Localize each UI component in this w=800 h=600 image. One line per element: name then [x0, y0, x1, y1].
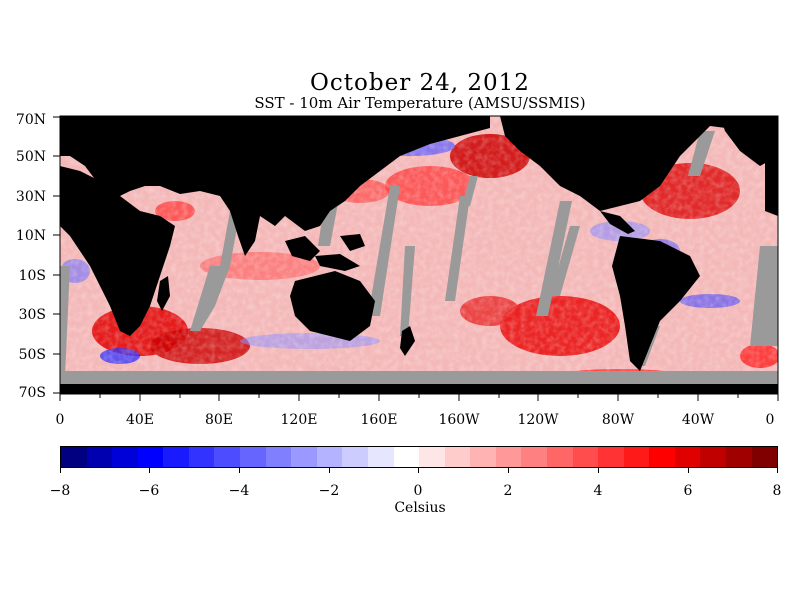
central-america [600, 211, 635, 234]
colorbar-segment [674, 447, 701, 467]
lat-label: 70S [18, 385, 46, 401]
colorbar-tick-label: −2 [318, 483, 340, 499]
lat-label: 10S [18, 268, 46, 284]
colorbar-segment [521, 447, 547, 467]
new-zealand [400, 326, 415, 356]
lon-label: 120E [280, 412, 318, 428]
lat-label: 30S [18, 307, 46, 323]
colorbar-segment [240, 447, 266, 467]
colorbar-segment [444, 447, 471, 467]
colorbar-tick-label: −8 [49, 483, 71, 499]
india [230, 211, 260, 256]
europe-wrap [765, 154, 778, 216]
lon-label: 160E [360, 412, 398, 428]
lon-label: 0 [55, 412, 65, 428]
south-america [612, 236, 700, 371]
colorbar-tick-label: −4 [228, 483, 250, 499]
lat-label: 70N [15, 112, 46, 128]
colorbar-tick-label: 0 [413, 483, 423, 499]
north-america [500, 116, 778, 211]
colorbar-segment [393, 447, 420, 467]
lon-label: 80W [601, 412, 635, 428]
map-subtitle: SST - 10m Air Temperature (AMSU/SSMIS) [254, 94, 586, 112]
se-asia-islands [285, 234, 365, 271]
colorbar-segment [112, 447, 138, 467]
colorbar-tick-label: −6 [138, 483, 160, 499]
map-svg [60, 116, 778, 394]
colorbar-segment [495, 447, 522, 467]
colorbar-units: Celsius [394, 500, 446, 516]
map-title: October 24, 2012 [310, 70, 530, 96]
colorbar-segment [137, 447, 164, 467]
japan [340, 171, 355, 196]
lon-label: 40W [681, 412, 715, 428]
landmasses [60, 116, 778, 394]
colorbar-segment [598, 447, 624, 467]
colorbar-segment [649, 447, 675, 467]
colorbar-tick-label: 4 [593, 483, 603, 499]
colorbar-segment [214, 447, 241, 467]
colorbar-segment [572, 447, 599, 467]
colorbar-segment [726, 447, 752, 467]
lon-label: 40E [125, 412, 155, 428]
lat-label: 50N [15, 149, 46, 165]
colorbar-segment [163, 447, 189, 467]
colorbar-segment [367, 447, 394, 467]
lat-label: 30N [15, 189, 46, 205]
colorbar-segment [623, 447, 650, 467]
lon-label: 160W [438, 412, 480, 428]
colorbar-tick-label: 2 [503, 483, 513, 499]
colorbar-segment [291, 447, 317, 467]
colorbar-segment [86, 447, 113, 467]
colorbar-segment [316, 447, 343, 467]
colorbar-segment [751, 447, 778, 467]
colorbar-segment [419, 447, 445, 467]
colorbar [60, 446, 778, 468]
colorbar-segment [342, 447, 368, 467]
lon-label: 120W [517, 412, 559, 428]
colorbar-segment [470, 447, 496, 467]
africa [60, 166, 175, 336]
sst-anomaly-map [60, 116, 778, 394]
eurasia [60, 116, 490, 231]
lon-label: 80E [204, 412, 234, 428]
colorbar-segment [546, 447, 573, 467]
colorbar-tick-label: 6 [683, 483, 693, 499]
lat-label: 10N [15, 228, 46, 244]
colorbar-tick-label: 8 [772, 483, 782, 499]
colorbar-segment [265, 447, 292, 467]
colorbar-segment [61, 447, 87, 467]
colorbar-segment [188, 447, 215, 467]
madagascar [157, 276, 170, 311]
australia [290, 271, 375, 341]
antarctica [60, 384, 778, 394]
lat-label: 50S [18, 347, 46, 363]
greenland [720, 116, 778, 166]
colorbar-segment [700, 447, 727, 467]
lon-label: 0 [765, 412, 775, 428]
